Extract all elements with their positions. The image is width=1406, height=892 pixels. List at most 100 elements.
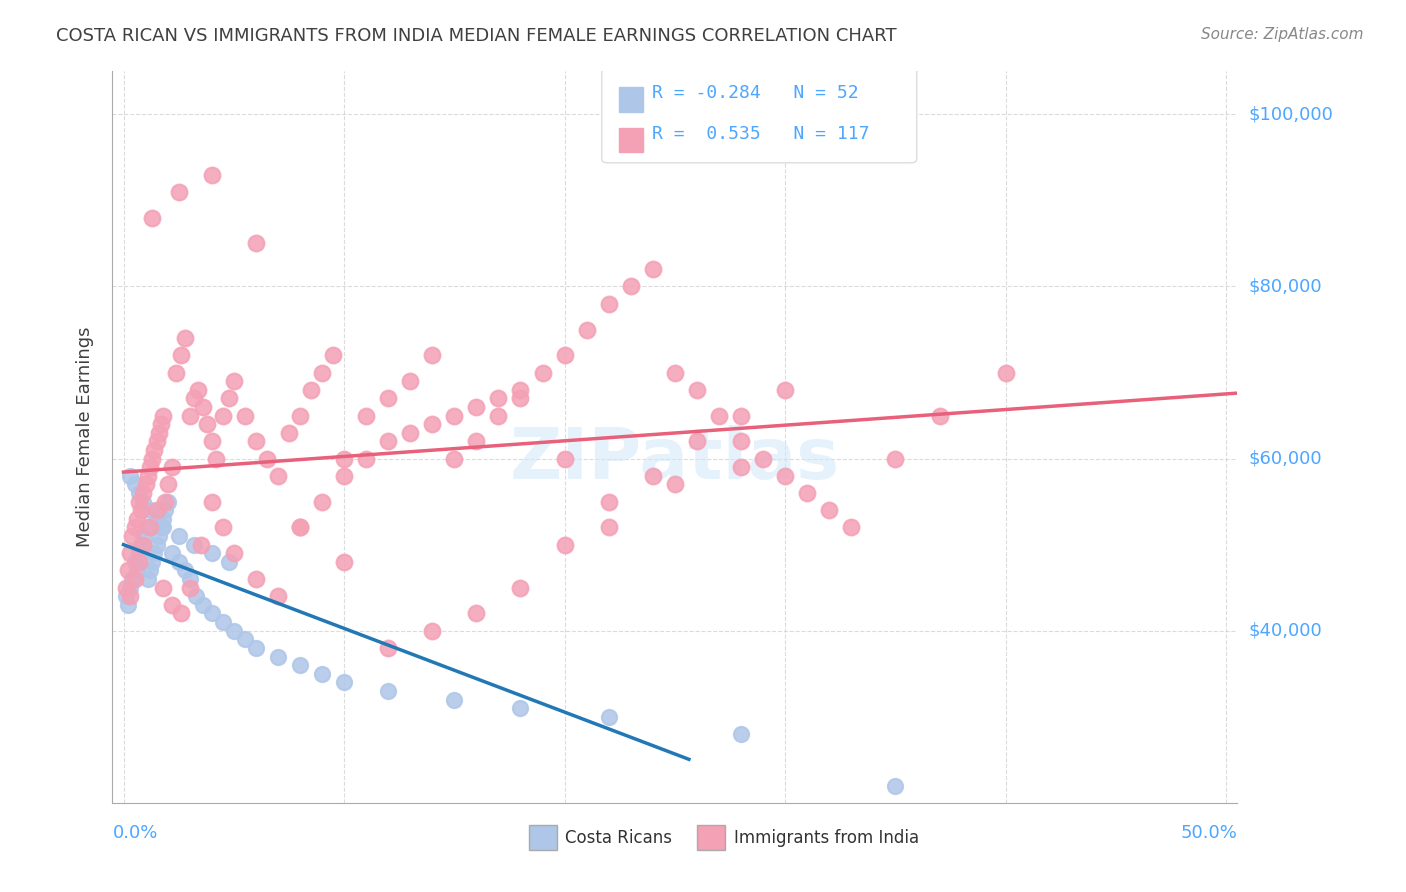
Point xyxy=(179,572,201,586)
Point xyxy=(160,546,183,560)
Point xyxy=(114,589,136,603)
Point xyxy=(928,409,950,423)
Point xyxy=(752,451,775,466)
Point xyxy=(664,366,686,380)
Point xyxy=(128,546,150,560)
Point xyxy=(730,409,752,423)
Point xyxy=(818,503,841,517)
Y-axis label: Median Female Earnings: Median Female Earnings xyxy=(76,326,94,548)
Point xyxy=(377,434,399,449)
Point xyxy=(641,262,664,277)
Point xyxy=(222,374,245,388)
Point xyxy=(128,486,150,500)
Point xyxy=(245,572,267,586)
Point xyxy=(148,529,170,543)
Point xyxy=(333,468,356,483)
Point xyxy=(509,392,531,406)
Point xyxy=(121,572,143,586)
Point xyxy=(128,494,150,508)
Point xyxy=(121,529,143,543)
Point xyxy=(311,494,333,508)
Point xyxy=(117,598,139,612)
Point xyxy=(218,392,240,406)
Point xyxy=(150,520,173,534)
Point xyxy=(575,322,598,336)
Point xyxy=(139,520,162,534)
Point xyxy=(167,185,190,199)
Point xyxy=(377,640,399,655)
Point xyxy=(554,451,576,466)
Point xyxy=(139,503,162,517)
Point xyxy=(288,658,311,673)
Text: Immigrants from India: Immigrants from India xyxy=(734,829,920,847)
Text: $60,000: $60,000 xyxy=(1249,450,1322,467)
Point xyxy=(135,477,157,491)
Point xyxy=(201,607,224,621)
Point xyxy=(179,581,201,595)
Point xyxy=(129,503,152,517)
Point xyxy=(174,331,197,345)
Point xyxy=(152,520,174,534)
Point xyxy=(839,520,862,534)
Point xyxy=(245,434,267,449)
Point xyxy=(443,409,465,423)
Point xyxy=(136,468,159,483)
Point xyxy=(488,409,510,423)
Point xyxy=(136,572,159,586)
Text: $40,000: $40,000 xyxy=(1249,622,1322,640)
Point xyxy=(554,538,576,552)
Point xyxy=(201,168,224,182)
FancyBboxPatch shape xyxy=(602,68,917,163)
Point xyxy=(195,417,218,432)
Point xyxy=(641,468,664,483)
Point xyxy=(256,451,278,466)
Point xyxy=(152,581,174,595)
Point xyxy=(114,581,136,595)
Point xyxy=(141,451,163,466)
Point xyxy=(139,564,162,578)
Point xyxy=(222,624,245,638)
Point xyxy=(443,692,465,706)
Point xyxy=(218,555,240,569)
Point xyxy=(145,503,167,517)
Point xyxy=(288,409,311,423)
Point xyxy=(311,366,333,380)
Point xyxy=(267,589,290,603)
Point xyxy=(884,451,907,466)
Point xyxy=(233,409,256,423)
Point xyxy=(620,279,643,293)
Point xyxy=(354,409,377,423)
Point xyxy=(156,477,179,491)
Point xyxy=(884,779,907,793)
Point xyxy=(277,425,299,440)
Point xyxy=(267,468,290,483)
Point xyxy=(145,512,167,526)
Point xyxy=(598,296,620,310)
Point xyxy=(183,538,205,552)
Point xyxy=(420,624,443,638)
Point xyxy=(354,451,377,466)
Point xyxy=(796,486,818,500)
Point xyxy=(174,564,197,578)
Point xyxy=(187,383,209,397)
Point xyxy=(128,555,150,569)
Point xyxy=(145,538,167,552)
Point xyxy=(730,434,752,449)
Text: 50.0%: 50.0% xyxy=(1181,823,1237,841)
Point xyxy=(664,477,686,491)
Point xyxy=(730,460,752,475)
Point xyxy=(167,529,190,543)
Text: Source: ZipAtlas.com: Source: ZipAtlas.com xyxy=(1201,27,1364,42)
Point xyxy=(155,503,177,517)
Point xyxy=(125,512,148,526)
Point xyxy=(288,520,311,534)
Text: 0.0%: 0.0% xyxy=(112,823,157,841)
Point xyxy=(120,581,142,595)
Point xyxy=(211,409,233,423)
FancyBboxPatch shape xyxy=(619,128,644,152)
Point xyxy=(531,366,554,380)
FancyBboxPatch shape xyxy=(529,825,557,850)
Point xyxy=(299,383,322,397)
Point xyxy=(150,417,173,432)
Point xyxy=(333,675,356,690)
